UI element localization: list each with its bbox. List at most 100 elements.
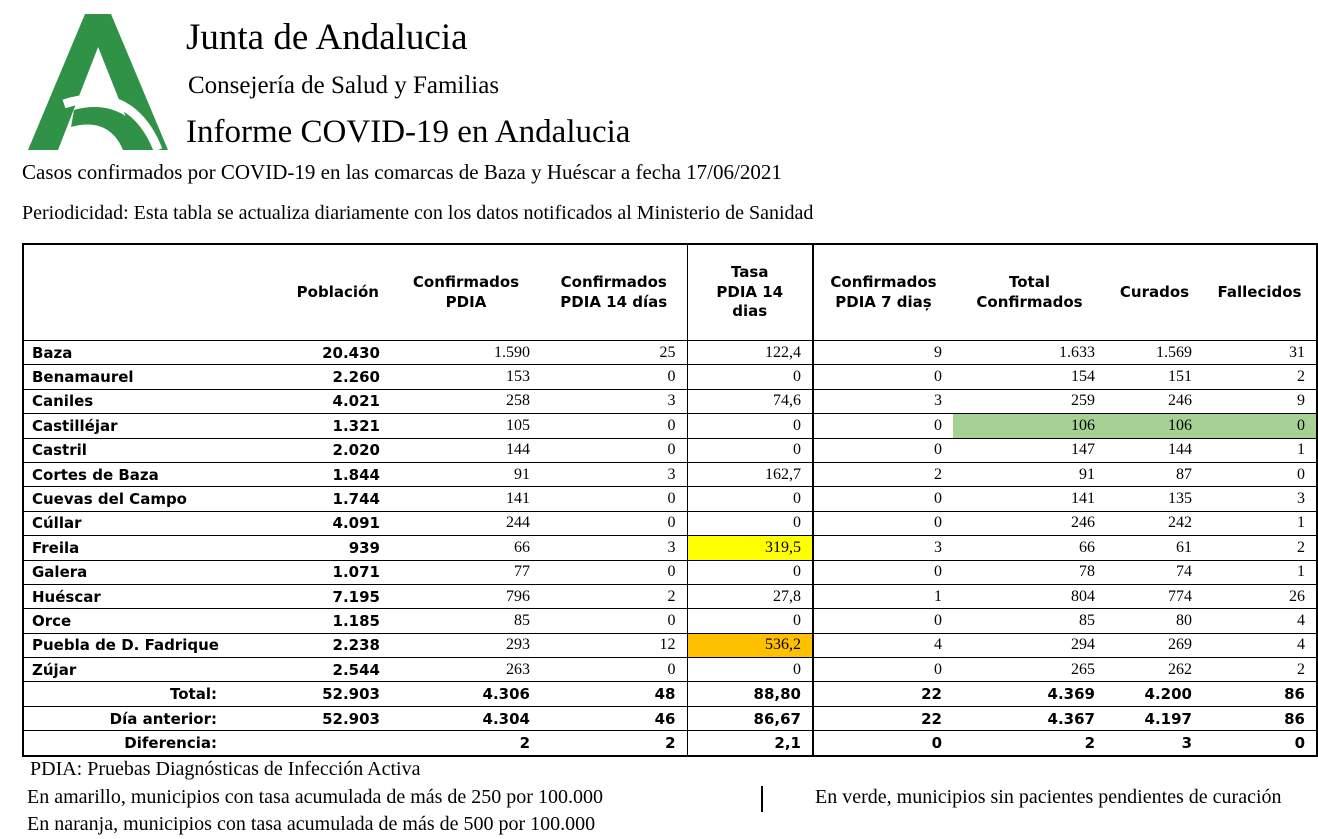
row-label-cell: Zújar bbox=[23, 657, 241, 683]
cases-confirmed-line: Casos confirmados por COVID-19 en las co… bbox=[22, 160, 782, 184]
table-row: Cuevas del Campo 1.744 141 0 0 0 141 135 3 bbox=[23, 486, 1317, 512]
summary-row: Total: 52.903 4.306 48 88,80 22 4.369 4.200 86 bbox=[23, 681, 1317, 707]
value-cell: 2 bbox=[541, 583, 687, 610]
value-cell: 1.321 bbox=[241, 413, 391, 439]
value-cell: 0 bbox=[1203, 413, 1317, 439]
value-cell: 105 bbox=[391, 413, 541, 439]
value-cell: 2 bbox=[953, 730, 1106, 757]
row-label-cell: Día anterior: bbox=[23, 705, 241, 732]
value-cell: 0 bbox=[813, 657, 953, 683]
value-cell: 4 bbox=[813, 632, 953, 659]
value-cell: 7.195 bbox=[241, 583, 391, 610]
footnote-yellow: En amarillo, municipios con tasa acumula… bbox=[27, 786, 603, 808]
value-cell: 293 bbox=[391, 632, 541, 659]
value-cell: 3 bbox=[813, 535, 953, 561]
value-cell: 0 bbox=[686, 608, 814, 634]
value-cell: 2,1 bbox=[686, 730, 814, 757]
value-cell: 86 bbox=[1203, 705, 1317, 732]
value-cell: 0 bbox=[813, 437, 953, 463]
value-cell: 269 bbox=[1106, 632, 1203, 659]
value-cell: 4.367 bbox=[953, 705, 1106, 732]
value-cell: 258 bbox=[391, 388, 541, 415]
value-cell: 2 bbox=[391, 730, 541, 757]
value-cell: 52.903 bbox=[241, 681, 391, 707]
row-label-cell: Freila bbox=[23, 535, 241, 561]
value-cell: 263 bbox=[391, 657, 541, 683]
row-label-cell: Total: bbox=[23, 681, 241, 707]
table-row: Freila 939 66 3 319,5 3 66 61 2 bbox=[23, 535, 1317, 561]
value-cell bbox=[241, 730, 391, 757]
table-body: Baza 20.430 1.590 25 122,4 9 1.633 1.569 31 Benam… bbox=[23, 339, 1317, 757]
row-label-cell: Cuevas del Campo bbox=[23, 486, 241, 512]
table-row: Orce 1.185 85 0 0 0 85 80 4 bbox=[23, 608, 1317, 634]
column-header-confirmados-pdia: Confirmados PDIA bbox=[391, 243, 541, 341]
value-cell: 0 bbox=[686, 437, 814, 463]
value-cell: 259 bbox=[953, 388, 1106, 415]
value-cell: 2.238 bbox=[241, 632, 391, 659]
org-subtitle: Consejería de Salud y Familias bbox=[188, 72, 500, 99]
row-label-cell: Orce bbox=[23, 608, 241, 634]
value-cell: 46 bbox=[541, 705, 687, 732]
row-label-cell: Cúllar bbox=[23, 510, 241, 537]
row-label-cell: Benamaurel bbox=[23, 364, 241, 390]
value-cell: 66 bbox=[953, 535, 1106, 561]
value-cell: 61 bbox=[1106, 535, 1203, 561]
value-cell: 4.200 bbox=[1106, 681, 1203, 707]
value-cell: 1 bbox=[1203, 437, 1317, 463]
value-cell: 147 bbox=[953, 437, 1106, 463]
value-cell: 0 bbox=[541, 510, 687, 537]
column-header-confirmados-pdia-14: Confirmados PDIA 14 días bbox=[541, 243, 687, 341]
value-cell: 3 bbox=[813, 388, 953, 415]
value-cell: 0 bbox=[813, 510, 953, 537]
value-cell: 106 bbox=[1106, 413, 1203, 439]
value-cell: 536,2 bbox=[686, 632, 814, 659]
value-cell: 246 bbox=[953, 510, 1106, 537]
value-cell: 106 bbox=[953, 413, 1106, 439]
value-cell: 77 bbox=[391, 559, 541, 585]
value-cell: 4.304 bbox=[391, 705, 541, 732]
value-cell: 319,5 bbox=[686, 535, 814, 561]
value-cell: 0 bbox=[541, 364, 687, 390]
value-cell: 87 bbox=[1106, 461, 1203, 488]
value-cell: 141 bbox=[391, 486, 541, 512]
value-cell: 22 bbox=[813, 681, 953, 707]
value-cell: 0 bbox=[813, 413, 953, 439]
value-cell: 294 bbox=[953, 632, 1106, 659]
value-cell: 4.091 bbox=[241, 510, 391, 537]
table-row: Cúllar 4.091 244 0 0 0 246 242 1 bbox=[23, 510, 1317, 537]
value-cell: 85 bbox=[953, 608, 1106, 634]
value-cell: 31 bbox=[1203, 339, 1317, 366]
row-label-cell: Cortes de Baza bbox=[23, 461, 241, 488]
value-cell: 2 bbox=[1203, 535, 1317, 561]
value-cell: 3 bbox=[541, 461, 687, 488]
column-header-poblacion: Población bbox=[241, 243, 391, 341]
value-cell: 144 bbox=[1106, 437, 1203, 463]
covid-table: Población Confirmados PDIA Confirmados P… bbox=[22, 243, 1318, 757]
value-cell: 0 bbox=[1203, 461, 1317, 488]
value-cell: 26 bbox=[1203, 583, 1317, 610]
row-label-cell: Huéscar bbox=[23, 583, 241, 610]
value-cell: 22 bbox=[813, 705, 953, 732]
value-cell: 4.369 bbox=[953, 681, 1106, 707]
value-cell: 86,67 bbox=[686, 705, 814, 732]
value-cell: 1.633 bbox=[953, 339, 1106, 366]
value-cell: 0 bbox=[813, 364, 953, 390]
value-cell: 0 bbox=[686, 364, 814, 390]
value-cell: 796 bbox=[391, 583, 541, 610]
table-row: Puebla de D. Fadrique 2.238 293 12 536,2 4 294… bbox=[23, 632, 1317, 659]
value-cell: 48 bbox=[541, 681, 687, 707]
andalucia-a-icon bbox=[28, 14, 168, 152]
report-title: Informe COVID-19 en Andalucia bbox=[186, 114, 631, 150]
value-cell: 9 bbox=[1203, 388, 1317, 415]
value-cell: 0 bbox=[541, 657, 687, 683]
value-cell: 0 bbox=[686, 510, 814, 537]
value-cell: 91 bbox=[953, 461, 1106, 488]
footnote-green: En verde, municipios sin pacientes pendi… bbox=[815, 786, 1282, 808]
row-label-cell: Diferencia: bbox=[23, 730, 241, 757]
value-cell: 86 bbox=[1203, 681, 1317, 707]
value-cell: 1.569 bbox=[1106, 339, 1203, 366]
value-cell: 27,8 bbox=[686, 583, 814, 610]
value-cell: 4.197 bbox=[1106, 705, 1203, 732]
row-label-cell: Baza bbox=[23, 339, 241, 366]
value-cell: 3 bbox=[1203, 486, 1317, 512]
